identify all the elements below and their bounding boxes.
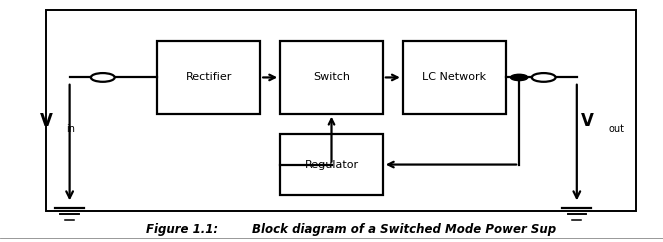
Bar bbox=[280, 41, 383, 114]
Bar bbox=[158, 41, 260, 114]
Text: in: in bbox=[66, 124, 76, 135]
Bar bbox=[280, 134, 383, 195]
Bar bbox=[403, 41, 506, 114]
Text: Switch: Switch bbox=[313, 72, 350, 83]
Circle shape bbox=[511, 74, 528, 81]
Text: Block diagram of a Switched Mode Power Sup: Block diagram of a Switched Mode Power S… bbox=[252, 223, 556, 236]
Text: Rectifier: Rectifier bbox=[186, 72, 232, 83]
Bar bbox=[46, 10, 636, 211]
Text: out: out bbox=[609, 124, 625, 135]
Text: Figure 1.1:: Figure 1.1: bbox=[146, 223, 218, 236]
Text: $\mathbf{V}$: $\mathbf{V}$ bbox=[580, 112, 595, 130]
Text: Regulator: Regulator bbox=[304, 159, 359, 170]
Text: LC Network: LC Network bbox=[422, 72, 486, 83]
Text: $\mathbf{V}$: $\mathbf{V}$ bbox=[39, 112, 54, 130]
